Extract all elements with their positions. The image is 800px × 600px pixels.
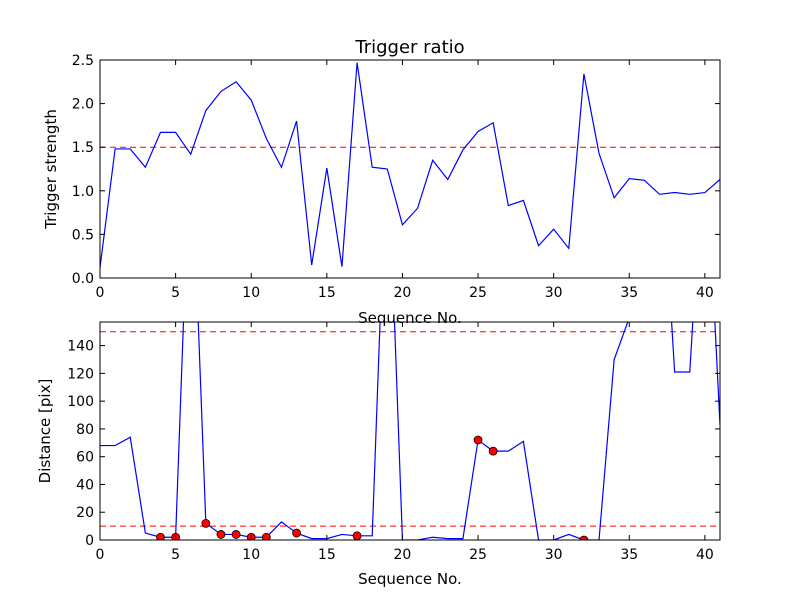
top-plot-area <box>100 62 720 268</box>
top-y-tick-label: 1.0 <box>72 184 94 200</box>
top-chart: Trigger ratio 0 5 10 15 20 25 30 35 40 0.0 0.5 1.0 1… <box>42 37 721 327</box>
bottom-marker-point <box>156 532 165 540</box>
top-x-tick-label: 0 <box>96 285 105 301</box>
bottom-x-tick-label: 15 <box>318 547 336 563</box>
top-y-tick-label: 0.0 <box>72 271 94 287</box>
top-x-tick-label: 10 <box>242 285 260 301</box>
top-x-tick-label: 35 <box>620 285 638 301</box>
bottom-marker-point <box>488 446 498 456</box>
bottom-marker-point <box>231 530 241 539</box>
bottom-y-tick-label: 0 <box>85 533 94 549</box>
bottom-y-tick-label: 40 <box>76 477 94 493</box>
bottom-y-tick-label: 60 <box>76 450 94 466</box>
bottom-marker-point <box>473 435 483 445</box>
bottom-marker-point <box>579 535 589 540</box>
top-x-tick-label: 15 <box>318 285 336 301</box>
bottom-marker-point <box>261 532 271 540</box>
bottom-x-tick-label: 20 <box>394 547 412 563</box>
top-series-line <box>100 62 720 268</box>
top-x-tick-label: 40 <box>696 285 714 301</box>
bottom-x-tick-label: 5 <box>171 547 180 563</box>
top-y-axis-label: Trigger strength <box>42 109 60 230</box>
top-chart-title: Trigger ratio <box>354 37 464 58</box>
top-x-tick-label: 25 <box>469 285 487 301</box>
bottom-x-tick-label: 30 <box>545 547 563 563</box>
bottom-marker-point <box>201 518 211 528</box>
bottom-ticks: 0 5 10 15 20 25 30 35 40 0 20 40 60 80 100 120 140 <box>67 322 720 563</box>
top-ticks: 0 5 10 15 20 25 30 35 40 0.0 0.5 1.0 1.5 2.0 2.5 <box>72 53 720 301</box>
top-y-tick-label: 0.5 <box>72 227 94 243</box>
top-x-tick-label: 5 <box>171 285 180 301</box>
bottom-x-tick-label: 35 <box>620 547 638 563</box>
bottom-marker-point <box>352 531 362 540</box>
bottom-y-tick-label: 20 <box>76 505 94 521</box>
bottom-y-tick-label: 120 <box>67 366 94 382</box>
top-y-tick-label: 1.5 <box>72 140 94 156</box>
top-y-tick-label: 2.0 <box>72 97 94 113</box>
bottom-y-tick-label: 80 <box>76 422 94 438</box>
bottom-x-tick-label: 25 <box>469 547 487 563</box>
top-axes-frame <box>99 59 721 279</box>
bottom-x-tick-label: 0 <box>96 547 105 563</box>
bottom-y-tick-label: 100 <box>67 394 94 410</box>
bottom-marker-point <box>216 530 226 539</box>
bottom-x-tick-label: 40 <box>696 547 714 563</box>
bottom-plot-area <box>100 322 720 540</box>
bottom-chart: 0 5 10 15 20 25 30 35 40 0 20 40 60 80 100 120 140 Seque… <box>36 321 721 588</box>
bottom-axes-frame <box>99 321 721 541</box>
bottom-x-axis-label: Sequence No. <box>358 570 462 588</box>
bottom-y-tick-label: 140 <box>67 339 94 355</box>
top-x-axis-label: Sequence No. <box>358 309 462 327</box>
bottom-series-line <box>100 322 720 540</box>
bottom-y-axis-label: Distance [pix] <box>36 379 54 484</box>
bottom-marker-point <box>292 528 301 538</box>
top-y-tick-label: 2.5 <box>72 53 94 69</box>
top-x-tick-label: 20 <box>394 285 412 301</box>
bottom-x-tick-label: 10 <box>242 547 260 563</box>
top-x-tick-label: 30 <box>545 285 563 301</box>
